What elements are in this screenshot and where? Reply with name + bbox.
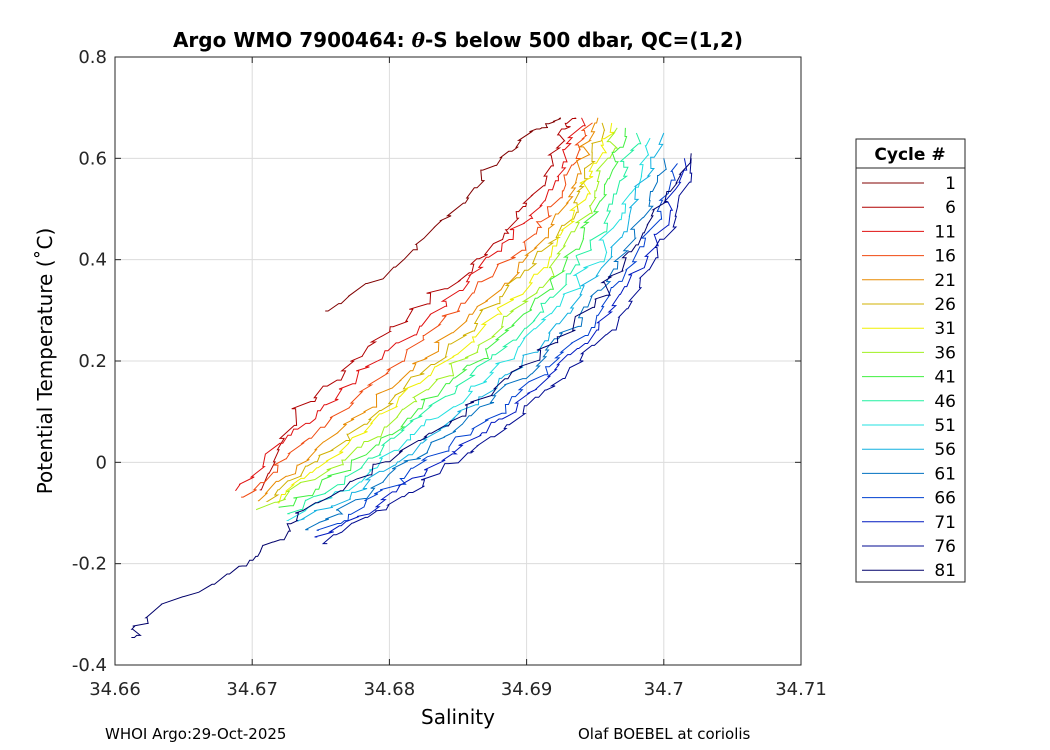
y-tick-label: 0.8 — [78, 47, 107, 68]
legend-label-6: 6 — [945, 198, 956, 218]
legend-label-31: 31 — [934, 319, 956, 339]
series-line-cycle-21 — [257, 117, 599, 502]
x-axis-label: Salinity — [421, 705, 495, 729]
legend-box — [855, 138, 966, 583]
y-tick-label: -0.2 — [72, 554, 107, 575]
series-line-cycle-31 — [277, 122, 617, 504]
series-line-cycle-11 — [235, 117, 586, 491]
chart-title: Argo WMO 7900464: θ-S below 500 dbar, QC… — [173, 28, 743, 52]
x-tick-label: 34.69 — [501, 679, 553, 700]
y-tick-label: 0 — [96, 452, 107, 473]
legend-label-66: 66 — [934, 489, 956, 509]
legend-label-36: 36 — [934, 343, 956, 363]
series-line-cycle-16 — [241, 122, 593, 498]
series-lines — [130, 117, 693, 638]
footer-left: WHOI Argo:29-Oct-2025 — [105, 725, 287, 743]
x-tick-label: 34.68 — [364, 679, 416, 700]
y-tick-label: 0.4 — [78, 250, 107, 271]
y-tick-label: -0.4 — [72, 655, 107, 676]
legend-label-26: 26 — [934, 295, 956, 315]
legend-label-61: 61 — [934, 464, 956, 484]
legend-label-51: 51 — [934, 416, 956, 436]
series-line-cycle-51 — [285, 137, 651, 521]
series-line-cycle-46 — [287, 132, 642, 515]
x-tick-label: 34.7 — [644, 679, 684, 700]
y-axis-label: Potential Temperature (˚C) — [33, 228, 57, 495]
legend-label-76: 76 — [934, 537, 956, 557]
y-tick-label: 0.6 — [78, 148, 107, 169]
legend-label-41: 41 — [934, 368, 956, 388]
legend-label-11: 11 — [934, 222, 956, 242]
series-line-cycle-26 — [265, 122, 606, 502]
legend-label-46: 46 — [934, 392, 956, 412]
series-line-cycle-61 — [305, 158, 667, 531]
legend-label-81: 81 — [934, 561, 956, 581]
series-line-cycle-36 — [256, 127, 619, 511]
y-axis-ticks: -0.4 -0.2 0 0.2 0.4 0.6 0.8 — [72, 47, 801, 676]
series-line-cycle-81 — [130, 153, 692, 638]
series-line-cycle-6 — [259, 117, 577, 491]
legend-label-56: 56 — [934, 440, 956, 460]
footer-right: Olaf BOEBEL at coriolis — [578, 725, 751, 743]
x-tick-label: 34.67 — [226, 679, 278, 700]
series-line-cycle-76 — [321, 158, 693, 545]
legend-label-71: 71 — [934, 513, 956, 533]
x-tick-label: 34.66 — [89, 679, 141, 700]
legend-title: Cycle # — [874, 145, 945, 165]
x-axis-ticks: 34.66 34.67 34.68 34.69 34.7 34.71 — [89, 57, 827, 700]
x-tick-label: 34.71 — [775, 679, 827, 700]
legend-label-1: 1 — [945, 174, 956, 194]
series-line-cycle-41 — [278, 127, 628, 508]
legend-label-21: 21 — [934, 271, 956, 291]
series-line-cycle-1 — [325, 117, 562, 312]
series-line-cycle-71 — [314, 158, 688, 538]
series-line-cycle-56 — [296, 132, 665, 522]
y-tick-label: 0.2 — [78, 351, 107, 372]
series-line-cycle-66 — [316, 163, 678, 531]
legend-label-16: 16 — [934, 247, 956, 267]
